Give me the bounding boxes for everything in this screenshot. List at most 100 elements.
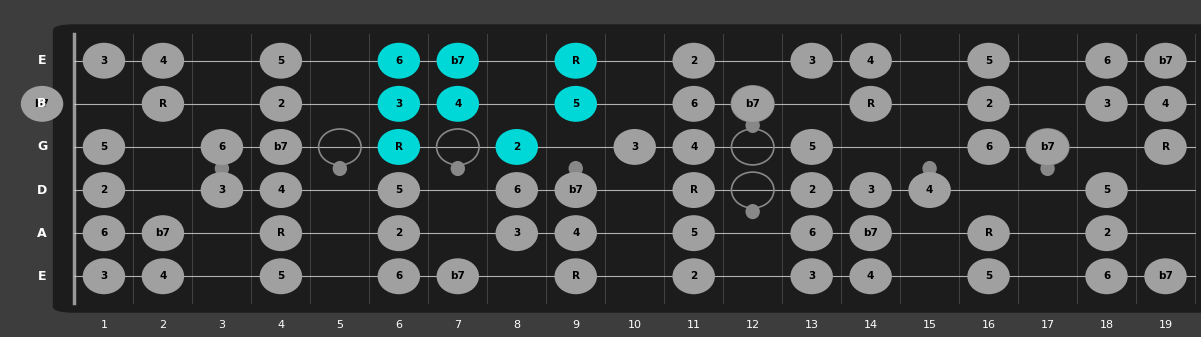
Ellipse shape <box>967 258 1010 294</box>
Ellipse shape <box>1145 43 1187 79</box>
Text: 4: 4 <box>454 99 461 109</box>
Text: 3: 3 <box>101 56 108 66</box>
Ellipse shape <box>215 161 229 176</box>
Text: 5: 5 <box>985 271 992 281</box>
Text: 13: 13 <box>805 320 819 330</box>
Ellipse shape <box>1086 86 1128 122</box>
Ellipse shape <box>746 204 760 219</box>
Ellipse shape <box>377 258 420 294</box>
Ellipse shape <box>967 215 1010 251</box>
Text: R: R <box>572 56 580 66</box>
Text: A: A <box>37 227 47 240</box>
FancyBboxPatch shape <box>53 24 1201 313</box>
Text: R: R <box>985 228 992 238</box>
Ellipse shape <box>20 86 64 122</box>
Text: 1: 1 <box>101 320 107 330</box>
Text: 5: 5 <box>101 142 108 152</box>
Ellipse shape <box>967 43 1010 79</box>
Text: 12: 12 <box>746 320 760 330</box>
Text: 6: 6 <box>808 228 815 238</box>
Text: 16: 16 <box>981 320 996 330</box>
Text: 4: 4 <box>1161 99 1170 109</box>
Ellipse shape <box>673 129 715 165</box>
Ellipse shape <box>377 43 420 79</box>
Ellipse shape <box>142 43 184 79</box>
Text: 18: 18 <box>1099 320 1113 330</box>
Ellipse shape <box>673 172 715 208</box>
Ellipse shape <box>83 129 125 165</box>
Text: 2: 2 <box>1103 228 1110 238</box>
Text: 5: 5 <box>691 228 698 238</box>
Ellipse shape <box>259 215 303 251</box>
Ellipse shape <box>496 215 538 251</box>
Ellipse shape <box>259 172 303 208</box>
Text: 5: 5 <box>277 56 285 66</box>
Text: 5: 5 <box>808 142 815 152</box>
Text: 3: 3 <box>513 228 520 238</box>
Ellipse shape <box>673 43 715 79</box>
Text: 3: 3 <box>219 185 226 195</box>
Text: 4: 4 <box>160 56 167 66</box>
Ellipse shape <box>83 172 125 208</box>
Ellipse shape <box>496 129 538 165</box>
Text: 3: 3 <box>808 271 815 281</box>
Ellipse shape <box>201 172 243 208</box>
Text: 6: 6 <box>219 142 226 152</box>
Text: 2: 2 <box>808 185 815 195</box>
Text: 5: 5 <box>572 99 579 109</box>
Text: 5: 5 <box>985 56 992 66</box>
Text: E: E <box>37 54 47 67</box>
Text: b7: b7 <box>35 99 49 109</box>
Text: 4: 4 <box>926 185 933 195</box>
Ellipse shape <box>790 129 832 165</box>
Text: b7: b7 <box>1040 142 1054 152</box>
Text: b7: b7 <box>864 228 878 238</box>
Ellipse shape <box>201 129 243 165</box>
Text: 14: 14 <box>864 320 878 330</box>
Ellipse shape <box>496 172 538 208</box>
Text: 7: 7 <box>454 320 461 330</box>
Ellipse shape <box>922 161 937 176</box>
Ellipse shape <box>555 215 597 251</box>
Text: 6: 6 <box>395 320 402 330</box>
Ellipse shape <box>790 258 832 294</box>
Ellipse shape <box>1145 86 1187 122</box>
Text: b7: b7 <box>274 142 288 152</box>
Text: b7: b7 <box>746 99 760 109</box>
Text: 2: 2 <box>513 142 520 152</box>
Text: 2: 2 <box>160 320 167 330</box>
Ellipse shape <box>1145 258 1187 294</box>
Text: 5: 5 <box>336 320 343 330</box>
Text: 5: 5 <box>277 271 285 281</box>
Text: 11: 11 <box>687 320 700 330</box>
Text: 3: 3 <box>219 320 226 330</box>
Ellipse shape <box>790 172 832 208</box>
Text: 8: 8 <box>513 320 520 330</box>
Ellipse shape <box>259 129 303 165</box>
Ellipse shape <box>1145 129 1187 165</box>
Text: R: R <box>572 271 580 281</box>
Text: 2: 2 <box>985 99 992 109</box>
Ellipse shape <box>849 215 892 251</box>
Text: 3: 3 <box>631 142 639 152</box>
Text: 4: 4 <box>867 271 874 281</box>
Text: 6: 6 <box>691 99 698 109</box>
Text: R: R <box>689 185 698 195</box>
Text: R: R <box>1161 142 1170 152</box>
Text: 9: 9 <box>572 320 579 330</box>
Text: 2: 2 <box>691 56 698 66</box>
Ellipse shape <box>1086 258 1128 294</box>
Ellipse shape <box>377 215 420 251</box>
Ellipse shape <box>1086 215 1128 251</box>
Text: 6: 6 <box>513 185 520 195</box>
Ellipse shape <box>568 161 582 176</box>
Ellipse shape <box>790 43 832 79</box>
Ellipse shape <box>437 258 479 294</box>
Text: 2: 2 <box>691 271 698 281</box>
Ellipse shape <box>1086 172 1128 208</box>
Ellipse shape <box>142 215 184 251</box>
Text: b7: b7 <box>450 271 465 281</box>
Text: 4: 4 <box>277 320 285 330</box>
Ellipse shape <box>1040 161 1054 176</box>
Ellipse shape <box>259 43 303 79</box>
